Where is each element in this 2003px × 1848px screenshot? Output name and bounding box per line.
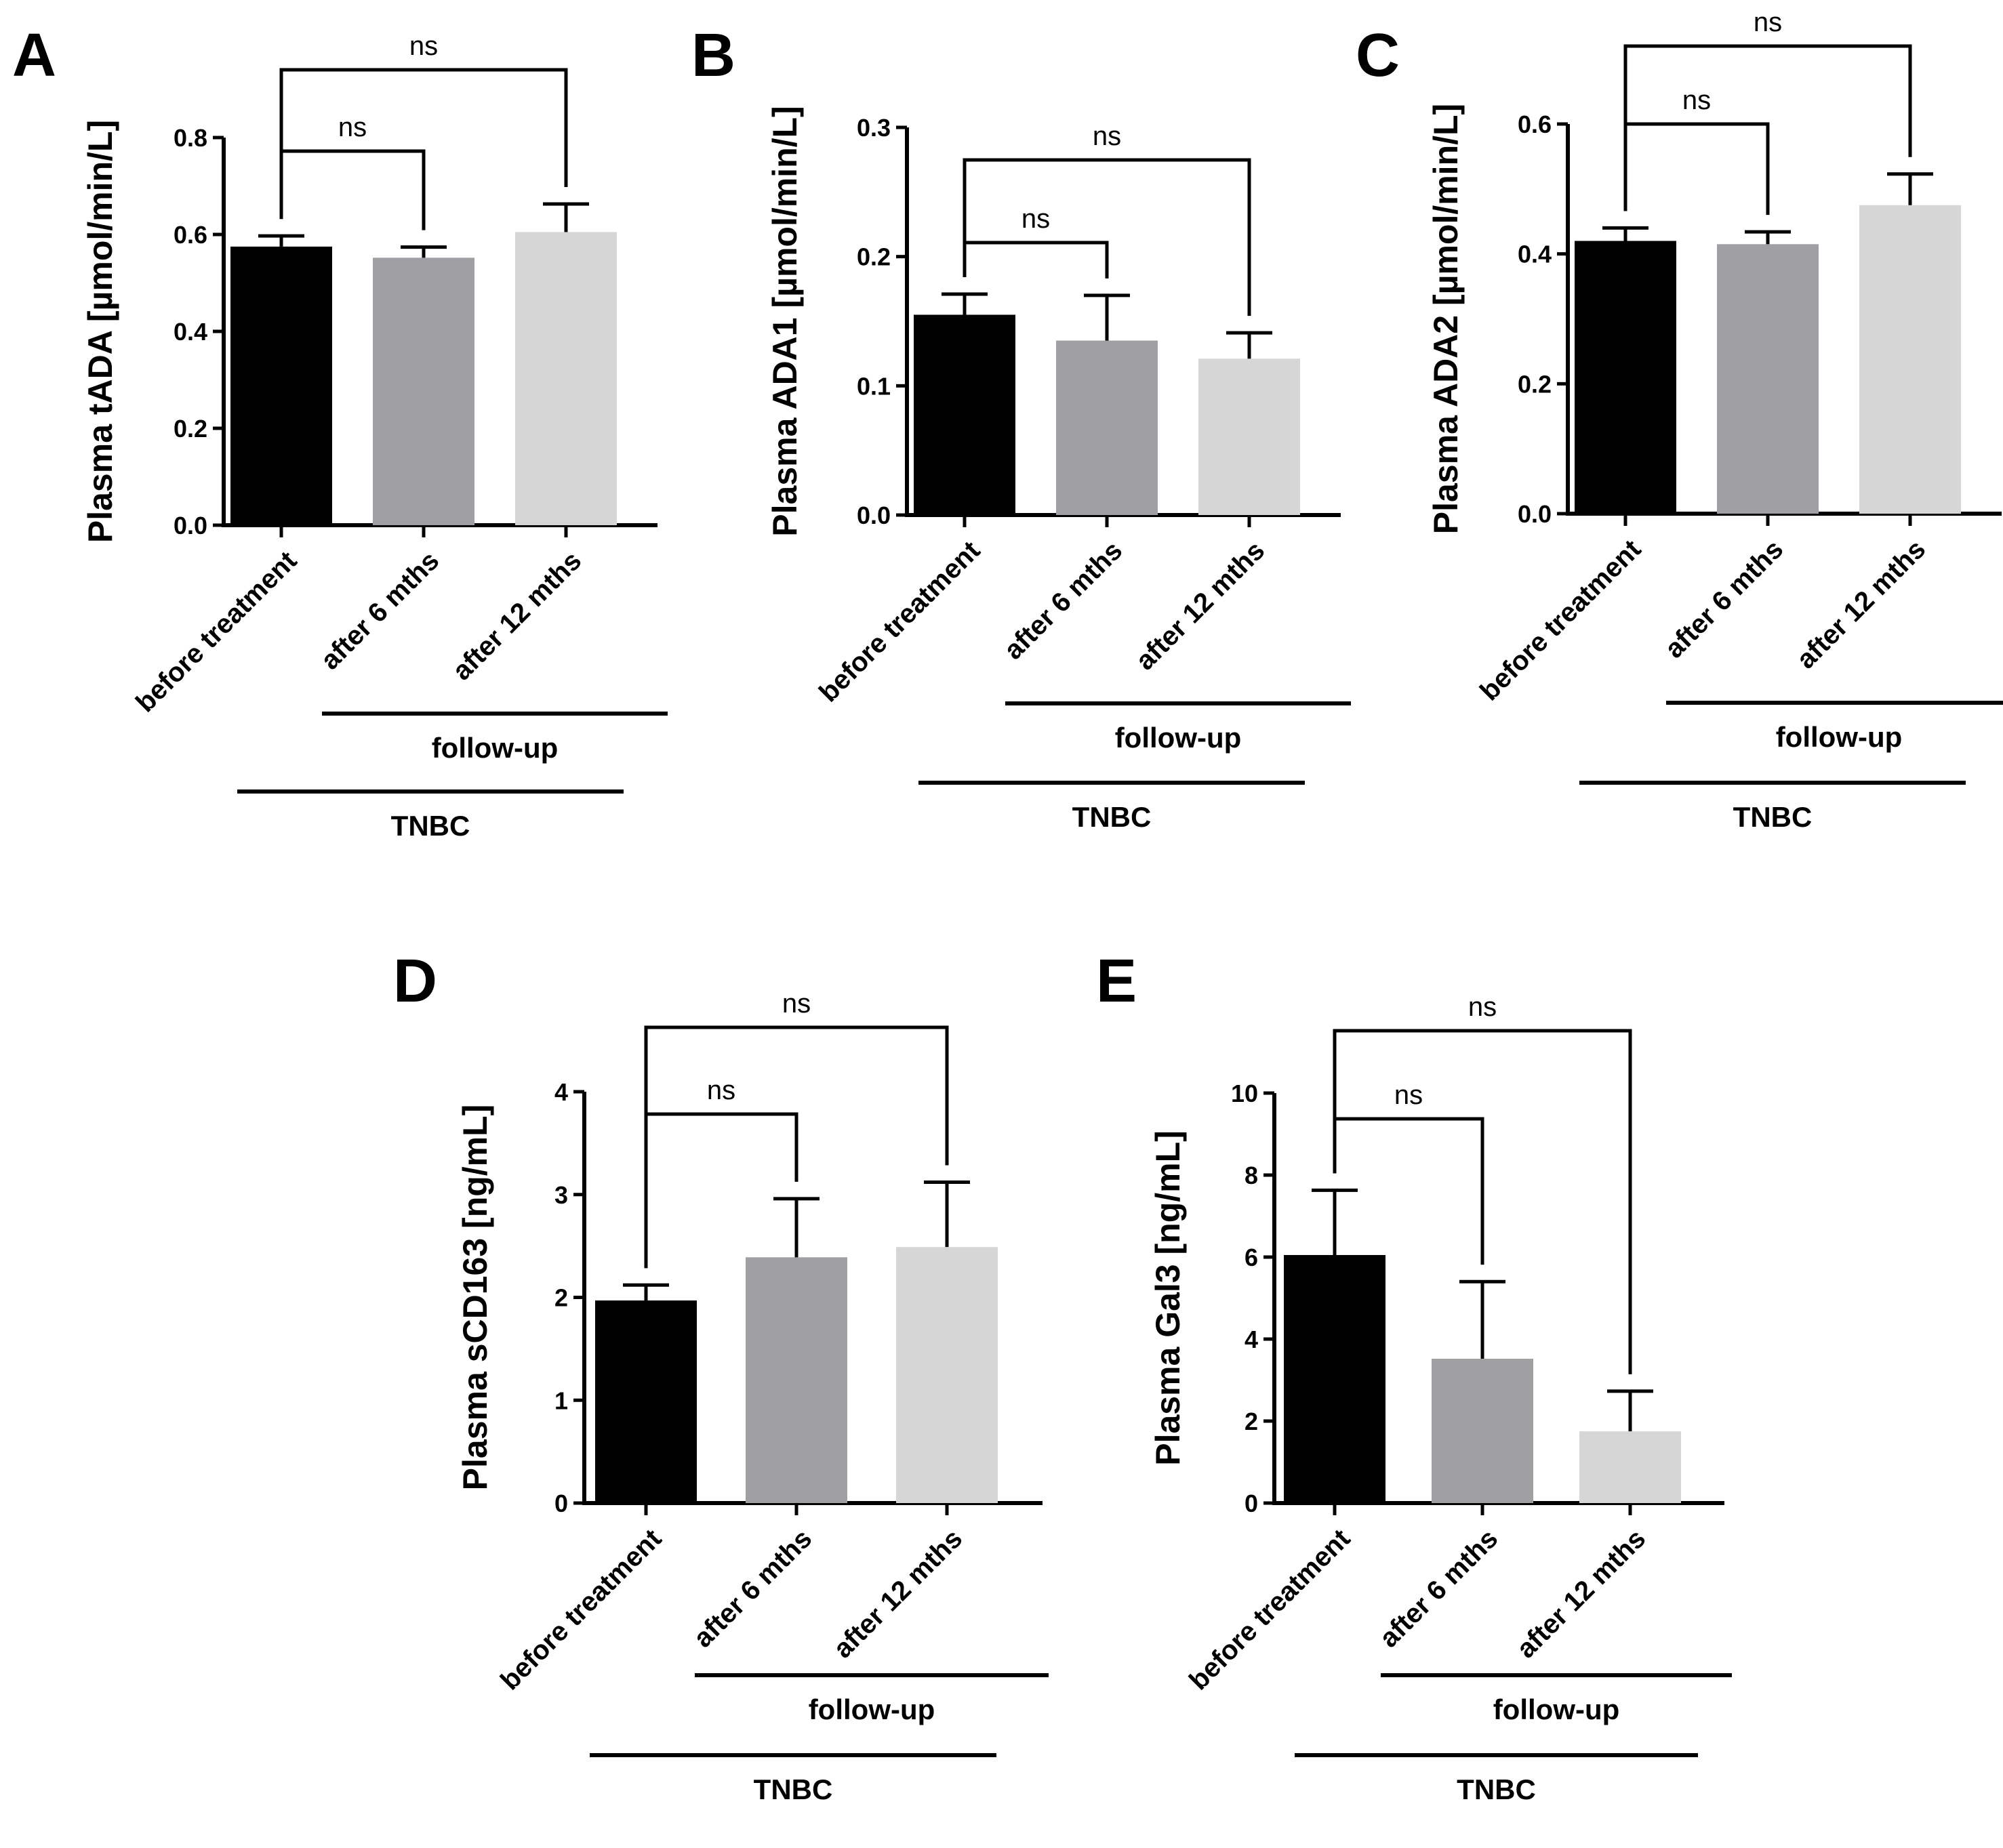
significance-label: ns [1093,121,1121,151]
bar [1575,241,1676,514]
y-tick-label: 0.3 [857,114,891,142]
y-axis-title: Plasma ADA2 [µmol/min/L] [1427,104,1465,534]
bar [230,246,332,525]
bar [1717,244,1819,514]
y-tick-label: 0.0 [1518,500,1552,528]
y-axis-title: Plasma ADA1 [µmol/min/L] [766,106,804,536]
significance-label: ns [707,1075,735,1105]
significance-bracket [1623,44,1912,211]
panel-letter: B [691,22,735,89]
panel-a: A Plasma tADA [µmol/min/L] 0.0 0.2 0.4 0.6 0.8… [12,22,668,842]
panel-c: C Plasma ADA2 [µmol/min/L] 0.0 0.2 0.4 0.6 bef… [1356,7,2003,833]
y-tick-label: 4 [554,1078,568,1106]
bar [1056,340,1158,515]
followup-label: follow-up [809,1693,935,1725]
significance-bracket [644,1025,949,1269]
followup-label: follow-up [1493,1693,1620,1725]
category-label: before treatment [130,546,302,718]
significance-bracket [279,149,426,230]
y-axis-title: Plasma tADA [µmol/min/L] [81,120,119,543]
bar [896,1247,998,1503]
panel-b: B Plasma ADA1 [µmol/min/L] 0.0 0.1 0.2 0.3 bef… [691,22,1351,833]
y-tick-label: 0 [1245,1490,1258,1517]
followup-label: follow-up [1776,721,1903,753]
y-tick-label: 0.6 [1518,110,1552,138]
significance-bracket [644,1112,798,1269]
category-label: before treatment [813,535,986,707]
y-axis-title: Plasma sCD163 [ng/mL] [456,1105,494,1491]
y-tick-label: 0.2 [174,415,207,443]
bar [746,1257,847,1503]
bar [373,258,474,525]
category-label: after 6 mths [1374,1523,1503,1653]
category-label: after 6 mths [1659,534,1789,663]
y-tick-label: 0.4 [1518,241,1552,268]
y-tick-label: 2 [1245,1408,1258,1435]
followup-label: follow-up [432,732,559,764]
y-tick-label: 0.4 [174,318,207,346]
cohort-label: TNBC [1457,1773,1536,1805]
panel-e: E Plasma Gal3 [ng/mL] 0 2 4 6 8 10 before treatm… [1096,947,1732,1805]
y-tick-label: 8 [1245,1162,1258,1189]
panel-letter: D [393,947,437,1015]
panel-letter: E [1096,947,1137,1015]
y-tick-label: 0.8 [174,124,207,152]
significance-label: ns [782,989,811,1019]
panel-letter: A [12,22,56,89]
cohort-label: TNBC [754,1773,833,1805]
category-label: after 12 mths [828,1523,968,1664]
category-label: after 6 mths [998,535,1128,665]
significance-label: ns [1394,1080,1423,1110]
bar [515,232,617,525]
y-tick-label: 0.0 [857,501,891,529]
cohort-label: TNBC [1733,801,1813,833]
followup-label: follow-up [1115,722,1242,754]
y-tick-label: 0.1 [857,372,891,400]
significance-bracket [963,158,1251,316]
y-tick-label: 6 [1245,1244,1258,1271]
significance-label: ns [1682,85,1711,115]
y-tick-label: 0 [554,1490,568,1517]
y-tick-label: 3 [554,1181,568,1209]
y-tick-label: 0.0 [174,512,207,539]
significance-bracket [1623,122,1770,215]
significance-bracket [1333,1029,1632,1374]
category-label: after 12 mths [1791,534,1931,674]
category-label: before treatment [495,1523,667,1696]
bar [1284,1254,1385,1503]
y-tick-label: 0.2 [1518,370,1552,398]
significance-bracket [279,68,568,220]
y-tick-label: 2 [554,1284,568,1312]
category-label: after 6 mths [688,1523,817,1653]
significance-label: ns [1754,7,1782,37]
significance-label: ns [1021,204,1050,234]
category-label: after 12 mths [1511,1523,1651,1664]
cohort-label: TNBC [391,810,470,842]
y-tick-label: 4 [1245,1326,1258,1353]
significance-label: ns [409,31,438,61]
cohort-label: TNBC [1072,801,1152,833]
bar [1859,205,1961,514]
significance-label: ns [338,112,367,142]
bar [1432,1359,1533,1503]
category-label: after 6 mths [315,546,445,675]
y-tick-label: 1 [554,1387,568,1414]
category-label: before treatment [1474,534,1646,706]
significance-label: ns [1468,992,1497,1022]
category-label: after 12 mths [447,546,587,686]
bar [595,1300,697,1503]
bar [1198,358,1300,515]
bar [1579,1431,1681,1503]
y-axis-title: Plasma Gal3 [ng/mL] [1149,1130,1187,1466]
y-tick-label: 0.2 [857,243,891,271]
panel-letter: C [1356,22,1400,89]
significance-bracket [963,241,1109,279]
bar [914,314,1015,515]
panel-d: D Plasma sCD163 [ng/mL] 0 1 2 3 4 before treatm… [393,947,1049,1805]
category-label: after 12 mths [1130,535,1270,676]
category-label: before treatment [1183,1523,1356,1696]
y-tick-label: 10 [1231,1080,1258,1107]
y-tick-label: 0.6 [174,221,207,249]
